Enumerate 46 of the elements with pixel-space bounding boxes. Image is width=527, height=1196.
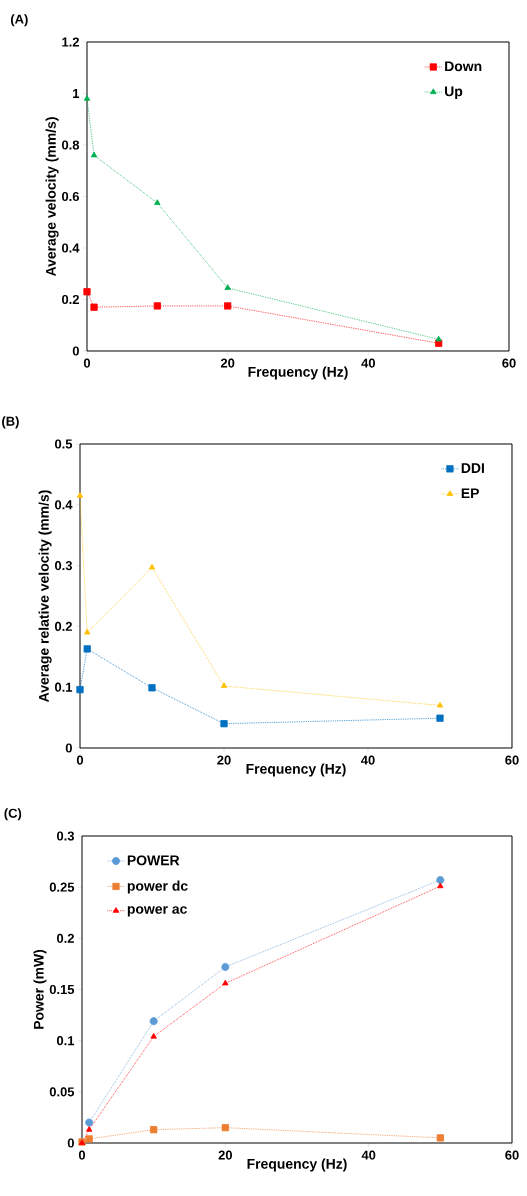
legend-label: DDI [461, 463, 484, 473]
x-tick-label: 60 [505, 755, 519, 765]
y-tick-label: 0.4 [54, 500, 73, 510]
y-axis-title: Power (mW) [33, 949, 47, 1029]
y-tick-label: 0.5 [54, 439, 73, 449]
x-tick-label: 20 [220, 358, 235, 368]
y-tick-label: 0.2 [56, 933, 74, 943]
x-tick-label: 0 [83, 358, 91, 368]
y-tick-label: 0.2 [61, 294, 79, 305]
y-tick-label: 1.2 [62, 37, 79, 47]
x-tick-label: 20 [218, 1150, 232, 1160]
y-tick-label: 0.4 [61, 243, 80, 253]
legend-label: POWER [127, 855, 180, 866]
x-tick-label: 60 [502, 358, 516, 368]
x-tick-label: 40 [361, 1150, 376, 1160]
x-axis-title: Frequency (Hz) [248, 366, 348, 380]
y-tick-label: 0.1 [54, 682, 73, 692]
chart-title: (B) [2, 416, 19, 429]
x-axis-title: Frequency (Hz) [246, 763, 346, 777]
y-tick-label: 0 [72, 346, 79, 356]
chart-title: (A) [10, 14, 28, 27]
y-tick-label: 0 [67, 1138, 74, 1148]
y-tick-label: 0.2 [54, 621, 72, 631]
legend-label: power dc [127, 880, 188, 894]
y-axis-title: Average velocity (mm/s) [45, 117, 59, 277]
x-tick-label: 40 [361, 755, 375, 765]
y-tick-label: 0.05 [49, 1087, 75, 1097]
y-tick-label: 0.15 [49, 984, 75, 995]
y-tick-label: 0.8 [61, 140, 80, 150]
y-tick-label: 0.6 [61, 191, 80, 202]
legend-label: EP [461, 488, 479, 498]
y-tick-label: 0.25 [49, 882, 75, 892]
y-tick-label: 0 [65, 743, 72, 753]
x-axis-title: Frequency (Hz) [247, 1158, 347, 1172]
y-tick-label: 0.3 [54, 561, 73, 571]
x-tick-label: 20 [217, 755, 231, 765]
legend-label: power ac [127, 906, 187, 917]
chart-title: (C) [4, 808, 22, 821]
y-tick-label: 1 [73, 89, 80, 98]
x-tick-label: 60 [505, 1150, 519, 1160]
x-tick-label: 40 [361, 358, 375, 368]
legend-label: Down [445, 61, 482, 72]
y-axis-title: Average relative velocity (mm/s) [38, 490, 52, 702]
y-tick-label: 0.3 [56, 831, 75, 841]
y-tick-label: 0.1 [56, 1036, 75, 1046]
legend-label: Up [445, 86, 463, 100]
